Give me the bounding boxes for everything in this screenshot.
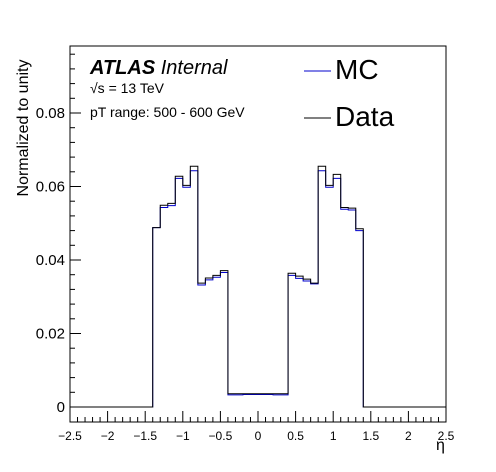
y-tick-label: 0.02	[36, 326, 65, 343]
y-tick-label: 0	[57, 399, 65, 416]
x-tick-label: 1.5	[362, 429, 379, 443]
x-tick-label: 0.5	[287, 429, 304, 443]
legend-data-label: Data	[335, 101, 395, 132]
y-axis: 0 0.02 0.04 0.06 0.08	[36, 53, 81, 416]
x-tick-label: 2.5	[438, 429, 455, 443]
series-layer	[70, 165, 446, 408]
x-tick-label: 1	[330, 429, 337, 443]
x-axis-label: η	[436, 437, 445, 454]
y-tick-label: 0.06	[36, 179, 65, 196]
x-tick-label: −2	[101, 429, 115, 443]
y-tick-label: 0.04	[36, 252, 65, 269]
x-tick-label: −2.5	[58, 429, 82, 443]
atlas-bold-text: ATLAS	[90, 57, 156, 79]
x-tick-label: −1.5	[133, 429, 157, 443]
x-axis: −2.5 −2 −1.5 −1 −0.5 0 0.5 1 1.5 2 2.5	[58, 411, 455, 443]
x-tick-label: −0.5	[209, 429, 233, 443]
series-data-line	[70, 165, 446, 408]
series-mc-line	[70, 170, 446, 408]
pt-range-label: pT range: 500 - 600 GeV	[90, 104, 245, 120]
y-tick-label: 0.08	[36, 105, 65, 122]
x-tick-label: −1	[176, 429, 190, 443]
y-axis-label: Normalized to unity	[15, 59, 32, 197]
atlas-label: ATLAS Internal	[90, 57, 227, 80]
energy-label: √s = 13 TeV	[90, 80, 164, 96]
atlas-status-text: Internal	[160, 57, 228, 79]
x-tick-label: 0	[255, 429, 262, 443]
x-tick-label: 2	[405, 429, 412, 443]
legend-mc-label: MC	[335, 54, 379, 85]
